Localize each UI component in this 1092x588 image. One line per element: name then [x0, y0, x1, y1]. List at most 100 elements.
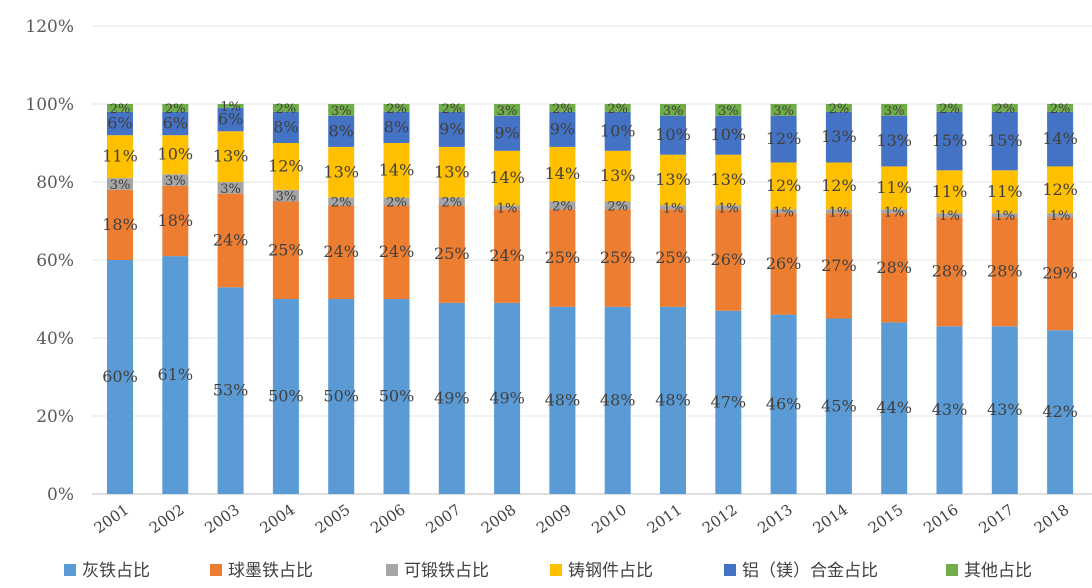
bar-segment [494, 209, 521, 303]
bar-segment [936, 170, 963, 214]
data-label: 2% [994, 102, 1015, 117]
x-tick-label: 2004 [257, 501, 299, 538]
data-label: 43% [932, 400, 968, 419]
data-label: 27% [821, 256, 857, 275]
bar-segment [604, 201, 631, 210]
data-label: 26% [711, 250, 747, 269]
data-label: 13% [876, 131, 912, 150]
data-label: 48% [600, 390, 636, 409]
data-label: 1% [939, 209, 960, 224]
data-label: 13% [434, 162, 470, 181]
data-label: 1% [829, 205, 850, 220]
data-label: 43% [987, 400, 1023, 419]
bar-segment [660, 306, 686, 494]
bar-segment [549, 201, 576, 210]
bar-segment [438, 111, 465, 147]
bar-segment [770, 314, 797, 494]
bar-segment [991, 213, 1018, 218]
bar-segment [438, 146, 465, 198]
bar-segment [825, 213, 852, 319]
data-label: 12% [1042, 180, 1078, 199]
bar-segment [549, 146, 576, 202]
bar-segment [107, 104, 133, 112]
data-label: 11% [987, 182, 1023, 201]
data-label: 28% [876, 258, 912, 277]
bar-segment [383, 143, 410, 198]
bar-segment [438, 104, 465, 112]
data-label: 13% [711, 170, 747, 189]
bar-segment [991, 217, 1018, 327]
bar-segment [549, 306, 576, 494]
bar-segment [604, 111, 631, 151]
data-label: 14% [545, 164, 581, 183]
data-label: 12% [821, 176, 857, 195]
legend-swatch [550, 564, 562, 576]
data-label: 15% [932, 131, 968, 150]
bar-segment [770, 115, 797, 163]
data-label: 29% [1042, 264, 1078, 283]
bar-segment [162, 135, 189, 175]
bar-segment [660, 115, 686, 155]
bar-segment [383, 205, 410, 299]
data-label: 60% [102, 367, 138, 386]
data-label: 9% [494, 123, 519, 142]
data-label: 25% [600, 248, 636, 267]
bar-segment [162, 104, 189, 112]
bar-segment [881, 115, 908, 167]
bar-segment [217, 104, 244, 108]
data-label: 12% [766, 176, 802, 195]
bar-segment [438, 197, 465, 206]
data-label: 8% [384, 117, 409, 136]
bar-segment [328, 197, 355, 206]
bar-segment [162, 185, 189, 257]
legend-swatch [64, 564, 76, 576]
data-label: 49% [489, 388, 525, 407]
bar-segment [825, 318, 852, 494]
bar-segment [328, 205, 355, 299]
data-label: 8% [273, 117, 298, 136]
bar-segment [991, 170, 1018, 214]
data-label: 1% [497, 201, 518, 216]
data-label: 25% [655, 248, 691, 267]
data-label: 8% [329, 121, 354, 140]
data-label: 13% [213, 147, 249, 166]
data-label: 2% [386, 196, 407, 211]
legend-swatch [724, 564, 736, 576]
bar-segment [604, 104, 631, 112]
data-label: 3% [276, 190, 297, 205]
data-label: 45% [821, 396, 857, 415]
data-label: 3% [884, 104, 905, 119]
bar-segment [217, 193, 244, 288]
bar-segment [272, 104, 299, 112]
data-label: 1% [220, 100, 241, 115]
bar-segment [217, 287, 244, 494]
data-label: 6% [163, 114, 188, 133]
legend-swatch [946, 564, 958, 576]
y-axis: 0% 20% 40% 60% 80% 100% 120% [25, 17, 74, 505]
data-label: 61% [158, 365, 194, 384]
data-label: 1% [773, 205, 794, 220]
data-label: 10% [655, 125, 691, 144]
data-labels: 60%18%3%11%6%2%61%18%3%10%6%2%53%24%3%13… [102, 100, 1078, 421]
data-label: 2% [607, 199, 628, 214]
bar-segment [1047, 111, 1074, 167]
legend: 灰铁占比 球墨铁占比 可锻铁占比 铸钢件占比 铝（镁）合金占比 其他占比 [64, 561, 1032, 581]
bar-segment [1047, 166, 1074, 214]
bar-segment [383, 111, 410, 143]
bar-segment [604, 209, 631, 307]
data-label: 2% [331, 196, 352, 211]
bar-segment [1047, 213, 1074, 218]
data-label: 2% [165, 102, 186, 117]
y-tick-label: 80% [36, 173, 74, 193]
bar-segment [825, 104, 852, 112]
data-label: 49% [434, 388, 470, 407]
bar-segment [272, 111, 299, 143]
data-label: 46% [766, 394, 802, 413]
data-label: 3% [663, 104, 684, 119]
data-label: 48% [655, 390, 691, 409]
bar-segment [328, 104, 355, 116]
x-tick-label: 2006 [367, 501, 409, 538]
x-tick-label: 2005 [312, 501, 354, 538]
